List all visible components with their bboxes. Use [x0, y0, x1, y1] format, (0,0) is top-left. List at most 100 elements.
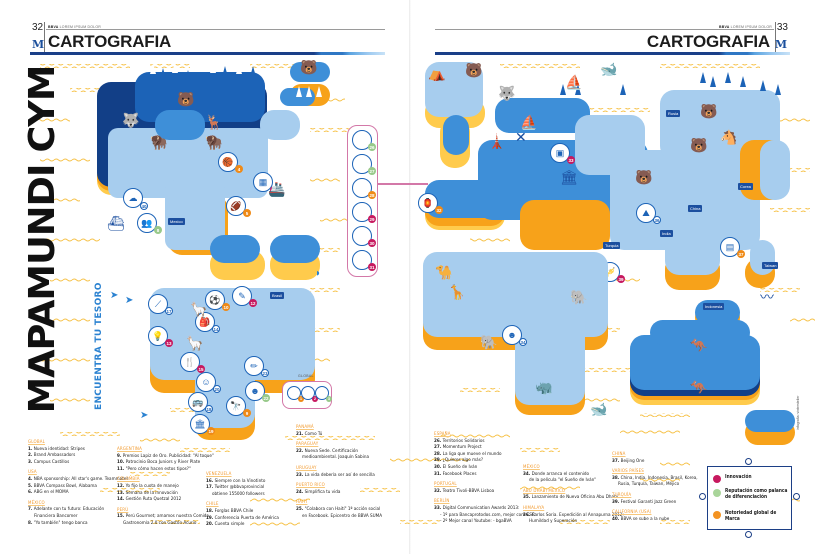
country-tag-corea: Corea — [738, 183, 753, 190]
section-california: CALIFORNIA (USA) 40. BBVA se sube a la n… — [612, 510, 670, 522]
section-uruguay: URUGUAY 23. La vida debería ser así de s… — [296, 465, 375, 478]
phone-tag-icon: ✎ 12 — [232, 286, 257, 307]
column-7: CHINA 37. Beijing One VARIOS PAÍSES 38. … — [612, 452, 698, 527]
whale-icon: 🐋 — [600, 61, 618, 77]
whale-icon: 🐋 — [590, 401, 608, 417]
bison-icon: 🦬 — [205, 134, 223, 150]
legend-item-reputacion: Reputación como palanca de diferenciació… — [713, 489, 789, 501]
section-portugal: PORTUGAL 32. Teatro Tivoli-BBVA Lisboa — [434, 482, 495, 494]
island-caribbean — [210, 235, 260, 263]
legend-ornament — [745, 458, 752, 465]
country-tag-china: China — [688, 205, 703, 212]
header-divider — [44, 22, 45, 52]
deer-icon: 🦌 — [205, 114, 223, 130]
section-paraguay: PARAGUAY 22. Nueva Sede. Certificación m… — [296, 442, 369, 461]
section-peru: PERÚ 15. Perú Gourmet; amamos nuestra Co… — [117, 507, 209, 526]
ship-icon: 🚢 — [268, 181, 286, 197]
llama-icon: 🦙 — [190, 301, 208, 317]
bear-icon: 🐻 — [700, 103, 718, 119]
legend-ornament — [793, 493, 800, 500]
polar-bear-icon: 🐻 — [300, 59, 318, 75]
backpack-icon: 🎒 14 — [195, 312, 220, 333]
global-frame: 1 2 3 — [282, 381, 332, 409]
stadium-icon: ⚽ 10 — [205, 290, 230, 311]
country-tag-mexico: Mexico — [168, 218, 185, 225]
section-turquia: TURQUÍA 39. Festival Garanti Jazz Green — [612, 492, 677, 505]
wolf-icon: 🐺 — [122, 112, 140, 128]
momentum-icon: 27 — [352, 154, 376, 175]
header-left: 32 M BBVA LOREM IPSUM DOLOR CARTOGRAFIA — [30, 22, 385, 58]
id-card-icon: ▣ 33 — [550, 143, 575, 164]
telescope-icon: 🔭 9 — [226, 396, 251, 417]
avatar-icon: ☻ 22 — [245, 381, 270, 402]
bear-icon: 🐻 — [177, 91, 195, 107]
pen-icon: ✏ 23 — [244, 356, 269, 377]
column-6: MÉXICO 34. Donde arranca el contenido de… — [523, 465, 624, 530]
column-4: PANAMÁ 21. Como Tú PARAGUAY 22. Nueva Se… — [296, 425, 382, 524]
cluster-connector — [378, 183, 428, 185]
eiffel-tower-icon: 🗼 — [488, 133, 506, 149]
column-5: ESPAÑA 26. Territorios Solidarios 27. Mo… — [434, 432, 535, 530]
legend-item-innovacion: Innovación — [713, 475, 752, 483]
legend-swatch — [713, 511, 721, 519]
kangaroo-icon: 🦘 — [690, 379, 708, 395]
legend-ornament — [745, 531, 752, 538]
legend-swatch — [713, 475, 721, 483]
map-title: MAPAMUNDI CYM — [22, 65, 63, 414]
page-number: 32 — [32, 22, 44, 33]
location-pin-icon: 31 — [352, 250, 376, 271]
tablet-icon: ▦ 7 — [253, 172, 278, 194]
sea-serpent-icon: 〰 — [760, 289, 774, 305]
person-icon: ☻ 34 — [502, 325, 527, 346]
section-mexico-2: MÉXICO 34. Donde arranca el contenido de… — [523, 465, 597, 484]
group-icon: 30 — [352, 226, 376, 247]
column-1: GLOBAL 1. Nueva identidad: Stripes 2. Br… — [28, 440, 129, 531]
illustration-credit: infografía: vintersteller — [796, 395, 800, 430]
boat-icon: ⛴ — [107, 215, 125, 231]
lighthouse-icon: 🏮 32 — [418, 193, 443, 214]
section-mexico: MÉXICO 7. Adelante con tu futuro: Educac… — [28, 500, 105, 526]
section-espana: ESPAÑA 26. Territorios Solidarios 27. Mo… — [434, 432, 502, 477]
section-title: CARTOGRAFIA — [646, 32, 770, 51]
stripes-icon: 1 — [287, 386, 304, 402]
section-title: CARTOGRAFIA — [48, 32, 172, 51]
viking-ship-icon: ⛵ — [520, 114, 538, 130]
soccer-league-icon: 28 — [352, 178, 376, 199]
ambassador-icon: 2 — [301, 386, 318, 402]
section-global: GLOBAL 1. Nueva identidad: Stripes 2. Br… — [28, 440, 85, 465]
campus-icon: 3 — [315, 386, 332, 402]
global-label: GLOBAL — [298, 374, 314, 378]
header-kicker: BBVA LOREM IPSUM DOLOR — [719, 25, 772, 29]
header-rule — [435, 29, 774, 30]
section-argentina: ARGENTINA 9. Premios Lapiz de Oro. Publi… — [117, 447, 214, 472]
section-haiti: HAITÍ 25. "Colabora con Haití" 1ª acción… — [296, 500, 383, 519]
bear-icon: 🐻 — [635, 169, 653, 185]
billboard-icon: ⟋ 17 — [148, 294, 173, 315]
country-tag-taiwan: Taiwan — [762, 262, 779, 269]
magazine-logo: M — [774, 38, 787, 51]
person-chat-icon: 29 — [352, 202, 376, 223]
country-tag-turquia: Turquia — [603, 242, 621, 249]
section-berlin: BERLÍN 33. Digital Communication Awards … — [434, 499, 535, 525]
legend-swatch — [713, 489, 721, 497]
wolf-icon: 🐺 — [498, 85, 516, 101]
rhino-icon: 🦏 — [535, 379, 553, 395]
dolphin-icon: ◗ — [315, 268, 322, 279]
country-tag-rusia: Rusia — [666, 110, 681, 117]
building-badge-icon: ▤ 37 — [720, 237, 745, 258]
lightbulb-icon: 💡 13 — [148, 326, 173, 347]
elephant-icon: 🐘 — [480, 334, 498, 350]
shark-icon: ➤ — [140, 410, 149, 421]
header-color-rule — [435, 52, 790, 55]
section-colombia: COLOMBIA 12. Yo fijo la cuota de manejo … — [117, 477, 182, 503]
igloo-icon: ⛺ — [428, 65, 446, 81]
spain-cluster-frame: 26 27 28 29 30 31 — [347, 125, 378, 277]
country-tag-indonesia: Indonesia — [703, 303, 725, 310]
polar-bear-icon: 🐻 — [465, 62, 483, 78]
column-2: ARGENTINA 9. Premios Lapiz de Oro. Publi… — [117, 447, 214, 532]
viking-ship-icon: ⛵ — [565, 74, 583, 90]
header-color-rule — [30, 52, 385, 55]
country-tag-india: India — [660, 230, 673, 237]
magazine-logo: M — [32, 38, 45, 51]
bison-icon: 🦬 — [150, 134, 168, 150]
